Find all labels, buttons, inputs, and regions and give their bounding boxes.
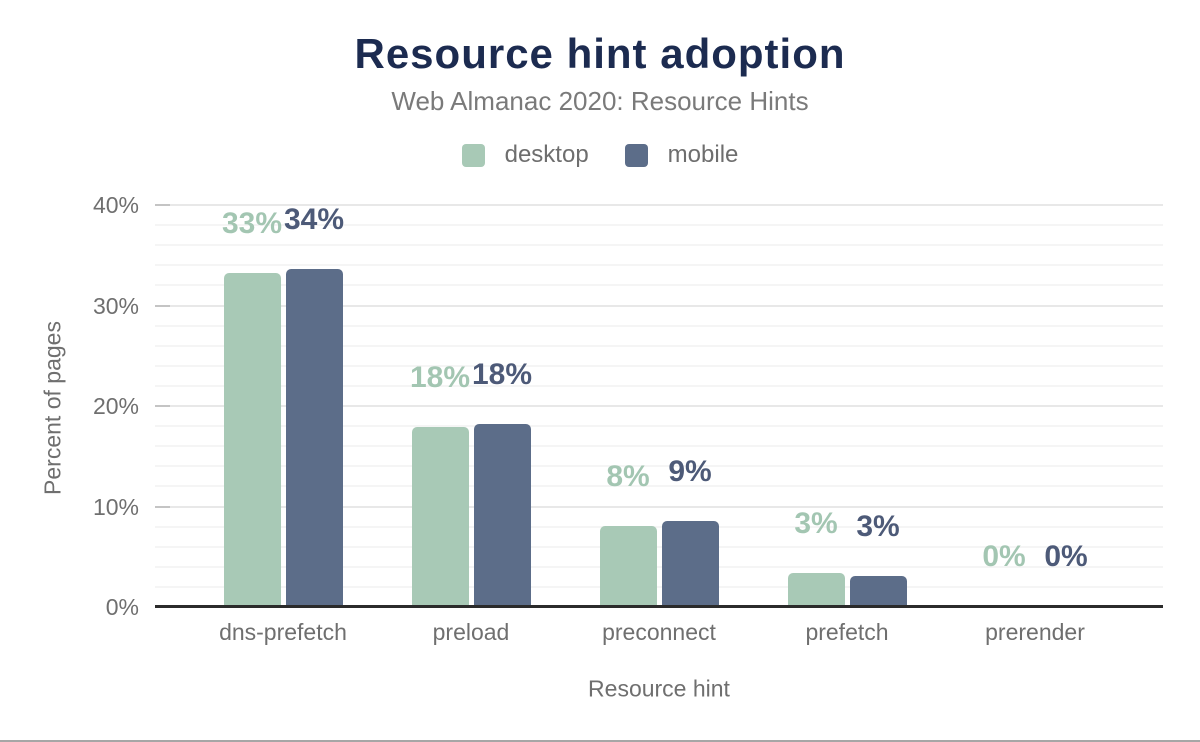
legend-swatch-desktop (461, 143, 485, 167)
y-axis-tick (155, 405, 170, 407)
bar-value-label: 0% (982, 540, 1026, 573)
bar-col: 3% (787, 507, 845, 607)
gridline-major (155, 405, 1163, 407)
bar-mobile-dns-prefetch[interactable] (285, 269, 343, 607)
chart-subtitle: Web Almanac 2020: Resource Hints (391, 86, 809, 116)
gridline-minor (155, 545, 1163, 548)
bar-col: 9% (661, 455, 719, 607)
y-tick-label: 40% (92, 192, 139, 218)
gridline-minor (155, 344, 1163, 347)
x-axis-line (155, 605, 1163, 608)
gridline-minor (155, 244, 1163, 247)
x-axis-title: Resource hint (588, 675, 730, 702)
bar-desktop-preconnect[interactable] (599, 525, 657, 607)
y-tick-label: 10% (92, 493, 139, 520)
gridline-minor (155, 324, 1163, 327)
gridline-minor (155, 425, 1163, 428)
chart-title: Resource hint adoption (354, 30, 846, 77)
bar-desktop-preload[interactable] (411, 427, 469, 607)
legend-label: desktop (504, 141, 589, 168)
legend-swatch-mobile (624, 143, 648, 167)
x-tick-label: preload (432, 619, 510, 645)
bar-group-prefetch: 3% 3% (787, 507, 907, 607)
bar-group-dns-prefetch: 33% 34% (222, 203, 344, 607)
gridline-minor (155, 445, 1163, 448)
bar-value-label: 9% (668, 454, 712, 488)
gridline-major (155, 505, 1163, 508)
legend: desktop mobile (0, 141, 1200, 169)
bar-col: 8% (599, 460, 657, 607)
bar-col: 3% (849, 510, 907, 607)
gridline-minor (155, 264, 1163, 267)
gridline-minor (155, 284, 1163, 287)
x-tick-label: dns-prefetch (219, 619, 347, 645)
bar-value-label: 18% (409, 361, 471, 395)
bar-value-label: 8% (606, 459, 650, 493)
bar-value-label: 18% (471, 358, 533, 392)
y-tick-label: 0% (105, 594, 139, 620)
bar-mobile-preconnect[interactable] (661, 520, 719, 607)
y-tick-label: 20% (92, 393, 139, 419)
bar-value-label: 0% (1044, 540, 1088, 573)
x-tick-label: preconnect (602, 619, 716, 645)
y-axis-tick (155, 505, 170, 508)
gridline-minor (155, 465, 1163, 468)
bar-value-label: 34% (283, 203, 345, 237)
y-axis-tick (155, 204, 170, 206)
y-axis-tick (155, 304, 170, 307)
gridline-minor (155, 585, 1163, 588)
gridline-minor (155, 224, 1163, 227)
gridline-major (155, 204, 1163, 206)
bar-value-label: 33% (221, 207, 283, 241)
bar-desktop-dns-prefetch[interactable] (223, 273, 281, 607)
bar-col: 33% (222, 207, 282, 607)
bar-mobile-preload[interactable] (473, 424, 531, 607)
bar-value-label: 3% (856, 509, 900, 543)
bar-mobile-prefetch[interactable] (849, 575, 907, 607)
gridline-major (155, 304, 1163, 307)
bar-col: 34% (284, 203, 344, 607)
gridline-minor (155, 565, 1163, 568)
bar-group-preload: 18% 18% (410, 358, 532, 607)
gridline-minor (155, 525, 1163, 528)
gridline-minor (155, 485, 1163, 488)
bar-col: 18% (410, 361, 470, 607)
bar-group-preconnect: 8% 9% (599, 455, 719, 607)
y-tick-label: 30% (92, 292, 139, 319)
gridline-minor (155, 364, 1163, 367)
legend-label: mobile (667, 141, 739, 168)
x-tick-label: prerender (985, 619, 1085, 645)
legend-item-mobile[interactable]: mobile (624, 141, 739, 169)
gridline-minor (155, 384, 1163, 387)
bar-value-label: 3% (794, 506, 838, 540)
legend-item-desktop[interactable]: desktop (461, 141, 589, 169)
bar-desktop-prefetch[interactable] (787, 572, 845, 607)
bar-col: 18% (472, 358, 532, 607)
x-tick-label: prefetch (805, 619, 889, 645)
plot-area: 0% 10% 20% 30% 40% 33% 34% dns-prefetch 18% 18% pr… (93, 192, 1163, 645)
